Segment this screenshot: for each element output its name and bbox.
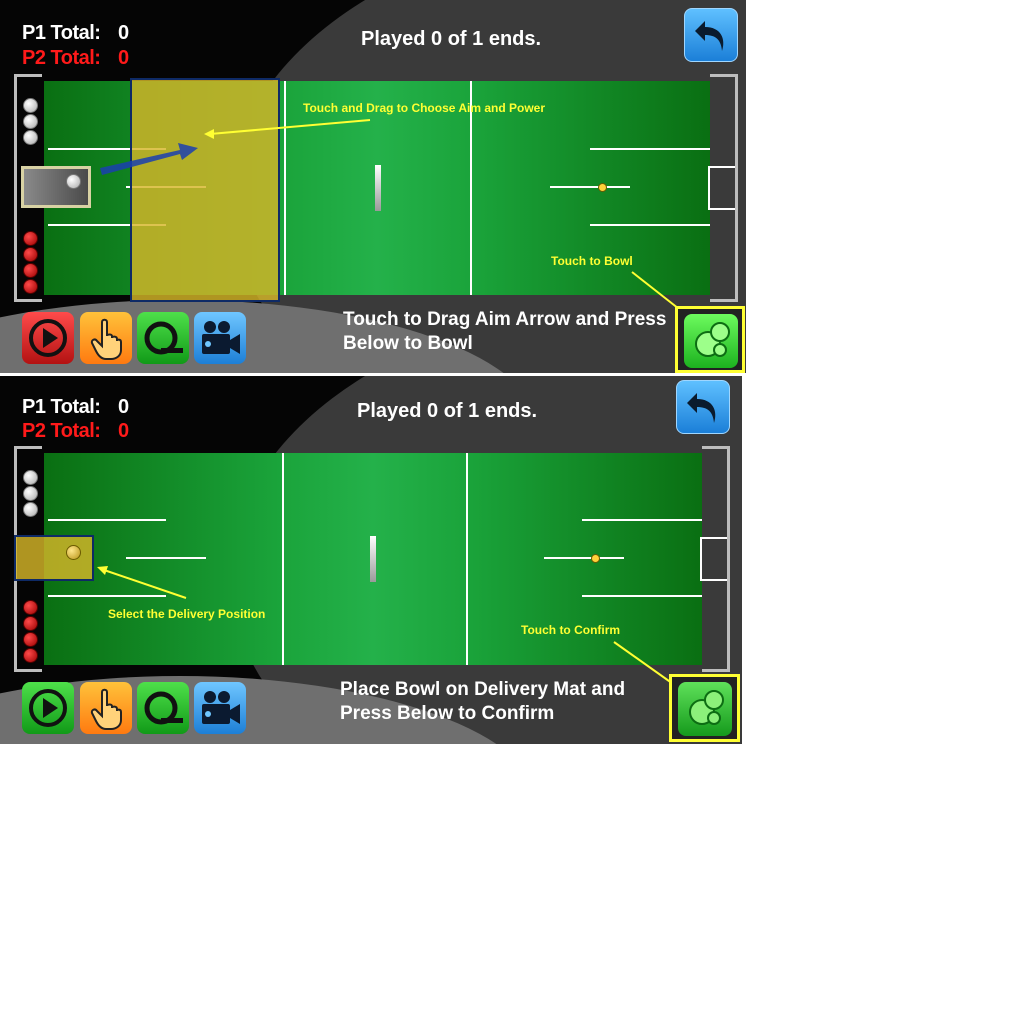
left-ditch: [14, 74, 42, 302]
video-camera-icon: [202, 321, 240, 354]
touch-mode-button[interactable]: [80, 312, 132, 364]
right-ditch: [710, 74, 738, 302]
video-camera-icon: [202, 691, 240, 724]
jack: [591, 554, 600, 563]
p2-bowl: [23, 279, 38, 294]
aim-drag-zone[interactable]: [130, 78, 280, 302]
p2-bowl: [23, 632, 38, 647]
tape-measure-icon: [144, 691, 183, 725]
position-hint: Select the Delivery Position: [108, 607, 266, 621]
p1-bowl: [23, 470, 38, 485]
delivery-mat[interactable]: [21, 166, 91, 208]
jack: [598, 183, 607, 192]
camera-button[interactable]: [194, 682, 246, 734]
tape-measure-icon: [144, 321, 183, 355]
p1-bowl: [23, 502, 38, 517]
p1-bowl: [23, 98, 38, 113]
p1-score: P1 Total: 0: [22, 396, 129, 418]
delivery-mat-selector[interactable]: [14, 535, 94, 581]
aim-hint: Touch and Drag to Choose Aim and Power: [303, 101, 546, 115]
ends-played: Played 0 of 1 ends.: [357, 400, 538, 422]
p1-bowl: [23, 486, 38, 501]
measure-button[interactable]: [137, 682, 189, 734]
instruction-text: Touch to Drag Aim Arrow and Press Below …: [343, 309, 667, 354]
hand-pointer-icon: [90, 688, 122, 730]
p2-bowl: [23, 247, 38, 262]
back-button[interactable]: [684, 8, 738, 62]
p2-bowl: [23, 231, 38, 246]
p2-score: P2 Total: 0: [22, 47, 129, 69]
p2-bowl: [23, 600, 38, 615]
right-ditch: [702, 446, 730, 672]
play-button[interactable]: [22, 312, 74, 364]
play-icon: [29, 319, 67, 357]
centre-marker: [375, 165, 381, 211]
bowls-icon: [689, 690, 724, 725]
p1-bowl: [23, 130, 38, 145]
instruction-text: Place Bowl on Delivery Mat and Press Bel…: [340, 679, 626, 724]
measure-button[interactable]: [137, 312, 189, 364]
confirm-hint: Touch to Confirm: [521, 623, 621, 637]
confirm-button[interactable]: [669, 674, 740, 742]
back-button[interactable]: [676, 380, 730, 434]
screen-position: P1 Total: 0 P2 Total: 0 Played 0 of 1 ends…: [0, 376, 742, 744]
ends-played: Played 0 of 1 ends.: [361, 28, 542, 50]
bowl-on-mat[interactable]: [66, 545, 81, 560]
p1-score: P1 Total: 0: [22, 22, 129, 44]
undo-arrow-icon: [695, 21, 724, 51]
p1-bowl: [23, 114, 38, 129]
p2-bowl: [23, 648, 38, 663]
bowls-icon: [695, 322, 730, 357]
touch-mode-button[interactable]: [80, 682, 132, 734]
screen-aim: P1 Total: 0 P2 Total: 0 Played 0 of 1 ends…: [0, 0, 746, 373]
p2-bowl: [23, 616, 38, 631]
hand-pointer-icon: [90, 318, 122, 360]
p2-bowl: [23, 263, 38, 278]
play-button[interactable]: [22, 682, 74, 734]
play-icon: [29, 689, 67, 727]
undo-arrow-icon: [687, 393, 716, 423]
bowl-hint: Touch to Bowl: [551, 254, 633, 268]
p2-score: P2 Total: 0: [22, 420, 129, 442]
camera-button[interactable]: [194, 312, 246, 364]
bowl-button[interactable]: [675, 306, 745, 373]
centre-marker: [370, 536, 376, 582]
bowl-on-mat[interactable]: [66, 174, 81, 189]
